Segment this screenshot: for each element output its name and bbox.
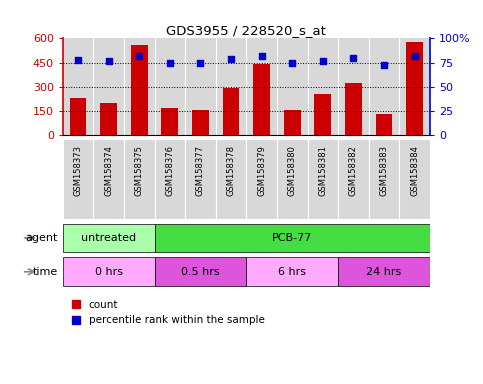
Bar <box>253 64 270 135</box>
Bar <box>284 110 300 135</box>
Bar <box>161 108 178 135</box>
Text: GSM158383: GSM158383 <box>380 146 388 197</box>
Text: GSM158377: GSM158377 <box>196 146 205 197</box>
Text: GSM158381: GSM158381 <box>318 146 327 196</box>
Title: GDS3955 / 228520_s_at: GDS3955 / 228520_s_at <box>166 24 327 37</box>
Text: GSM158378: GSM158378 <box>227 146 236 197</box>
Text: 24 hrs: 24 hrs <box>367 267 401 277</box>
Point <box>227 56 235 62</box>
Bar <box>124 139 155 219</box>
Bar <box>155 223 430 252</box>
Text: PCB-77: PCB-77 <box>272 233 313 243</box>
Bar <box>70 98 86 135</box>
Bar <box>100 103 117 135</box>
Text: 6 hrs: 6 hrs <box>278 267 306 277</box>
Bar <box>185 139 216 219</box>
Bar <box>192 110 209 135</box>
Bar <box>369 38 399 135</box>
Bar <box>155 139 185 219</box>
Point <box>411 53 418 59</box>
Text: GSM158373: GSM158373 <box>73 146 83 197</box>
Bar <box>93 139 124 219</box>
Bar <box>63 139 93 219</box>
Bar <box>338 257 430 286</box>
Bar <box>246 38 277 135</box>
Bar <box>338 38 369 135</box>
Text: GSM158375: GSM158375 <box>135 146 144 196</box>
Legend: count, percentile rank within the sample: count, percentile rank within the sample <box>68 296 269 329</box>
Bar <box>63 38 93 135</box>
Bar <box>369 139 399 219</box>
Bar <box>246 257 338 286</box>
Text: GSM158376: GSM158376 <box>165 146 174 197</box>
Bar <box>216 38 246 135</box>
Bar <box>308 139 338 219</box>
Bar <box>155 38 185 135</box>
Bar <box>131 45 148 135</box>
Text: 0.5 hrs: 0.5 hrs <box>181 267 220 277</box>
Point <box>166 60 174 66</box>
Text: GSM158384: GSM158384 <box>410 146 419 196</box>
Text: GSM158380: GSM158380 <box>288 146 297 196</box>
Bar <box>406 43 423 135</box>
Bar <box>63 223 155 252</box>
Bar <box>277 38 308 135</box>
Point <box>135 53 143 59</box>
Bar <box>124 38 155 135</box>
Bar <box>345 83 362 135</box>
Point <box>258 53 266 59</box>
Bar <box>376 114 392 135</box>
Point <box>74 56 82 63</box>
Bar <box>185 38 216 135</box>
Point <box>350 55 357 61</box>
Bar <box>399 38 430 135</box>
Bar <box>63 257 155 286</box>
Bar <box>246 139 277 219</box>
Text: GSM158374: GSM158374 <box>104 146 113 196</box>
Bar <box>314 94 331 135</box>
Text: GSM158382: GSM158382 <box>349 146 358 196</box>
Text: agent: agent <box>26 233 58 243</box>
Bar <box>338 139 369 219</box>
Bar <box>155 257 246 286</box>
Point <box>197 60 204 66</box>
Bar <box>223 88 240 135</box>
Bar <box>277 139 308 219</box>
Point <box>319 58 327 64</box>
Point <box>288 60 296 66</box>
Text: untreated: untreated <box>81 233 136 243</box>
Text: time: time <box>33 267 58 277</box>
Bar <box>216 139 246 219</box>
Text: 0 hrs: 0 hrs <box>95 267 123 277</box>
Bar <box>93 38 124 135</box>
Point <box>105 58 113 64</box>
Text: GSM158379: GSM158379 <box>257 146 266 196</box>
Point <box>380 61 388 68</box>
Bar <box>399 139 430 219</box>
Bar <box>308 38 338 135</box>
